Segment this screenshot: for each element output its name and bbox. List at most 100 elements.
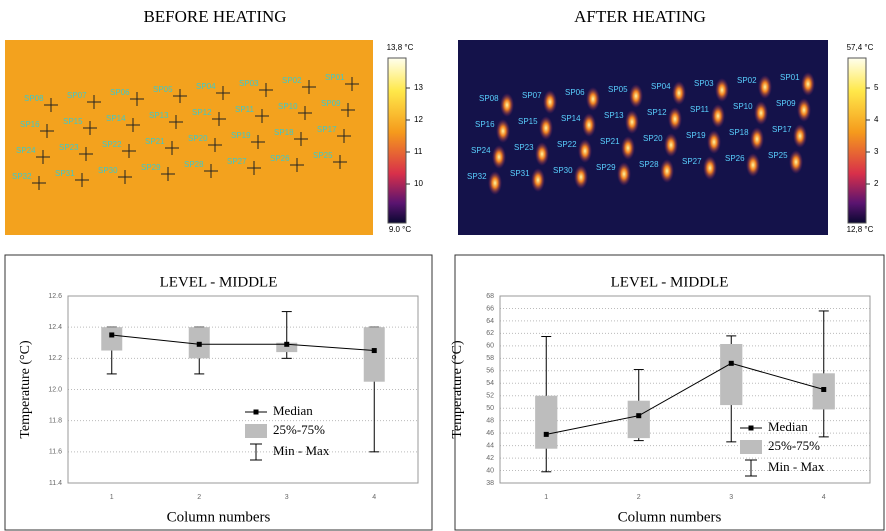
y-tick-label: 48: [486, 418, 494, 425]
x-tick-label: 3: [729, 494, 733, 501]
spot-label: SP10: [278, 102, 298, 111]
spot-label: SP05: [608, 85, 628, 94]
spot-label: SP14: [561, 114, 581, 123]
x-tick-label: 1: [544, 494, 548, 501]
scale-label: 12,8 °C: [847, 225, 874, 234]
y-tick-label: 11.6: [49, 449, 62, 456]
spot-label: SP09: [776, 99, 796, 108]
chart-title: LEVEL - MIDDLE: [611, 274, 729, 290]
median-marker: [729, 361, 734, 366]
y-tick-label: 60: [486, 343, 494, 350]
hot-spot: [746, 153, 760, 177]
spot-label: SP17: [317, 125, 337, 134]
spot-label: SP21: [600, 137, 620, 146]
spot-label: SP19: [686, 131, 706, 140]
spot-label: SP03: [694, 79, 714, 88]
hot-spot: [492, 145, 506, 169]
scale-label: 3: [874, 147, 879, 156]
hot-spot: [801, 72, 815, 96]
scale-label: 57,4 °C: [847, 43, 874, 52]
y-tick-label: 54: [486, 380, 494, 387]
spot-label: SP26: [725, 154, 745, 163]
spot-label: SP01: [780, 73, 800, 82]
spot-label: SP28: [184, 160, 204, 169]
hot-spot: [586, 87, 600, 111]
legend-label: 25%-75%: [768, 438, 820, 453]
hot-spot: [660, 159, 674, 183]
hot-spot: [625, 110, 639, 134]
legend-label: Median: [273, 403, 313, 418]
spot-label: SP08: [479, 94, 499, 103]
color-scale: [848, 58, 866, 223]
spot-label: SP24: [16, 146, 36, 155]
legend-box: [740, 440, 762, 454]
spot-label: SP04: [651, 82, 671, 91]
median-marker: [636, 413, 641, 418]
spot-label: SP08: [24, 94, 44, 103]
legend-label: Median: [768, 419, 808, 434]
y-axis-label: Temperature (°C): [450, 340, 465, 439]
spot-label: SP06: [110, 88, 130, 97]
y-tick-label: 12.2: [48, 355, 62, 362]
x-tick-label: 3: [285, 494, 289, 501]
x-tick-label: 4: [822, 494, 826, 501]
y-tick-label: 52: [486, 393, 494, 400]
scale-label: 13: [414, 83, 423, 92]
hot-spot: [574, 165, 588, 189]
spot-label: SP02: [282, 76, 302, 85]
spot-label: SP01: [325, 73, 345, 82]
legend-box: [245, 424, 267, 438]
y-tick-label: 64: [486, 318, 494, 325]
x-axis-label: Column numbers: [167, 509, 271, 525]
box: [628, 401, 650, 438]
hot-spot: [668, 107, 682, 131]
y-tick-label: 62: [486, 330, 494, 337]
hot-spot: [758, 75, 772, 99]
chart-title: LEVEL - MIDDLE: [160, 274, 278, 290]
spot-label: SP30: [553, 166, 573, 175]
hot-spot: [539, 116, 553, 140]
y-tick-label: 68: [486, 293, 494, 300]
hot-spot: [629, 84, 643, 108]
median-line: [112, 335, 375, 351]
hot-spot: [582, 113, 596, 137]
spot-label: SP26: [270, 154, 290, 163]
hot-spot: [750, 127, 764, 151]
figure: BEFORE HEATING13,8 °C9.0 °C13121110SP01S…: [0, 0, 886, 531]
hot-spot: [711, 104, 725, 128]
spot-label: SP15: [63, 117, 83, 126]
color-scale: [388, 58, 406, 223]
y-tick-label: 46: [486, 430, 494, 437]
spot-label: SP14: [106, 114, 126, 123]
spot-label: SP30: [98, 166, 118, 175]
hot-spot: [531, 168, 545, 192]
spot-label: SP12: [192, 108, 212, 117]
spot-label: SP11: [690, 105, 710, 114]
spot-label: SP29: [596, 163, 616, 172]
scale-label: 12: [414, 115, 423, 124]
spot-label: SP17: [772, 125, 792, 134]
y-tick-label: 11.8: [49, 418, 62, 425]
scale-label: 2: [874, 179, 879, 188]
spot-label: SP18: [729, 128, 749, 137]
hot-spot: [797, 98, 811, 122]
spot-label: SP13: [604, 111, 624, 120]
spot-label: SP31: [510, 169, 530, 178]
spot-label: SP10: [733, 102, 753, 111]
box: [535, 396, 557, 449]
hot-spot: [703, 156, 717, 180]
hot-spot: [707, 130, 721, 154]
legend-label: Min - Max: [273, 443, 330, 458]
scale-label: 9.0 °C: [389, 225, 412, 234]
box: [720, 344, 742, 405]
scale-label: 4: [874, 115, 879, 124]
spot-label: SP06: [565, 88, 585, 97]
hot-spot: [754, 101, 768, 125]
spot-label: SP21: [145, 137, 165, 146]
y-tick-label: 42: [486, 455, 494, 462]
spot-label: SP04: [196, 82, 216, 91]
spot-label: SP16: [20, 120, 40, 129]
spot-label: SP07: [522, 91, 542, 100]
hot-spot: [578, 139, 592, 163]
median-marker: [109, 332, 114, 337]
